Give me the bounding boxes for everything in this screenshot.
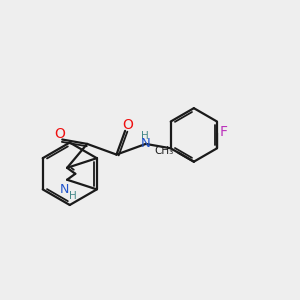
Text: O: O [123,118,134,133]
Text: N: N [59,183,69,196]
Text: N: N [140,137,150,150]
Text: H: H [141,130,149,141]
Text: CH₃: CH₃ [155,146,174,156]
Text: O: O [55,127,65,141]
Text: H: H [69,191,76,201]
Text: F: F [220,125,228,139]
